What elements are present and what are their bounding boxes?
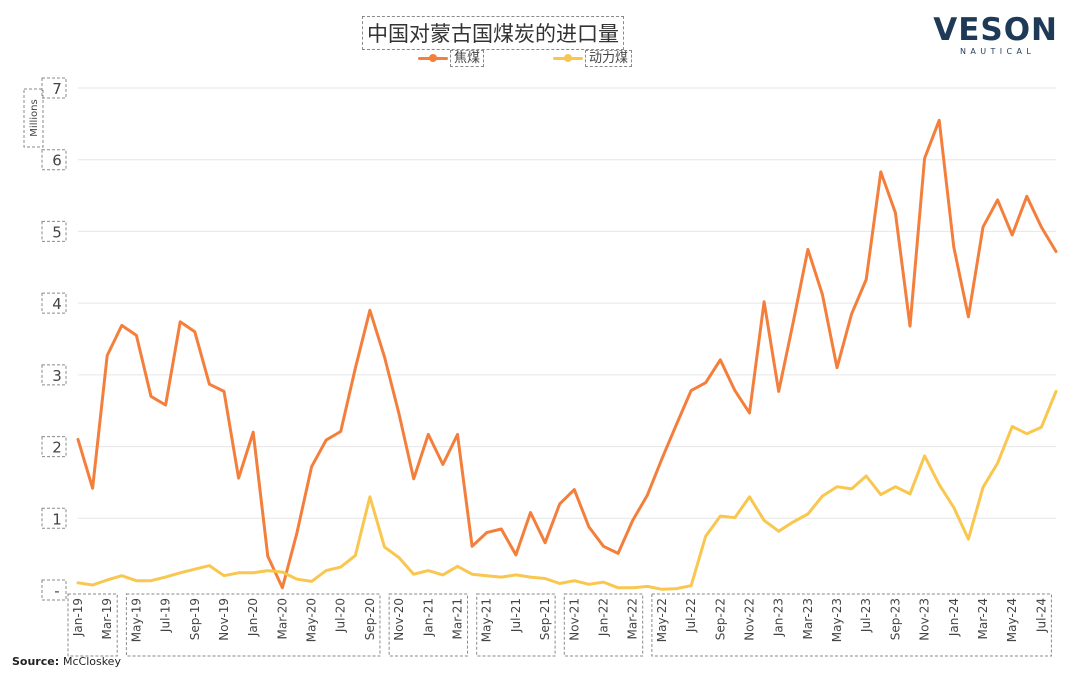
x-tick-label: Sep-19: [188, 598, 202, 640]
series-line-coking-coal: [76, 118, 1058, 590]
x-tick-label: Jan-21: [421, 598, 435, 637]
x-tick-label: May-21: [480, 598, 494, 642]
logo-wordmark: VESON: [933, 12, 1058, 48]
x-tick-label: Jul-19: [159, 598, 173, 633]
x-tick-label: Mar-19: [100, 598, 114, 639]
y-tick-box: [41, 436, 67, 458]
legend-label: 焦煤: [450, 50, 485, 67]
x-tick-label: Sep-21: [538, 598, 552, 640]
x-tick-label: Jul-24: [1034, 598, 1048, 633]
x-tick-label: Mar-21: [451, 598, 465, 639]
legend-swatch-thermal-coal: [553, 54, 583, 62]
x-tick-label: Nov-21: [567, 598, 581, 641]
x-tick-label: May-22: [655, 598, 669, 642]
veson-logo: VESON NAUTICAL: [933, 14, 1058, 56]
y-tick-label: 3: [52, 367, 62, 385]
x-tick-label: Sep-20: [363, 598, 377, 640]
legend-item-coking-coal[interactable]: 焦煤: [418, 50, 485, 67]
x-tick-label: Jan-24: [947, 598, 961, 637]
y-tick-label: 1: [52, 510, 62, 528]
x-tick-label: Jan-20: [246, 598, 260, 637]
x-tick-label: Jul-21: [509, 598, 523, 633]
source-value: McCloskey: [62, 655, 121, 668]
y-tick-label: 6: [52, 152, 62, 170]
x-tick-group-box: [67, 593, 118, 657]
y-tick-label: 7: [52, 80, 62, 98]
x-tick-label: Nov-23: [918, 598, 932, 641]
y-tick-label: 4: [52, 295, 62, 313]
y-tick-box: [41, 364, 67, 386]
x-tick-label: Jul-22: [684, 598, 698, 633]
y-tick-box: [41, 507, 67, 529]
legend-swatch-coking-coal: [418, 54, 448, 62]
x-tick-label: Sep-22: [713, 598, 727, 640]
x-tick-label: Mar-23: [801, 598, 815, 639]
x-tick-label: Jul-23: [859, 598, 873, 633]
x-tick-label: Mar-24: [976, 598, 990, 639]
y-axis-label: Millions: [29, 99, 40, 136]
x-tick-label: May-20: [305, 598, 319, 642]
series-line-thermal-coal: [76, 389, 1058, 591]
source-label: Source:: [12, 655, 60, 668]
x-tick-label: May-23: [830, 598, 844, 642]
y-tick-box: [41, 292, 67, 314]
x-tick-label: Jan-23: [772, 598, 786, 637]
x-tick-label: Jul-20: [334, 598, 348, 633]
x-tick-label: Nov-22: [742, 598, 756, 641]
source-note: Source: McCloskey: [12, 655, 121, 668]
y-tick-box: [41, 579, 67, 601]
x-tick-label: May-19: [129, 598, 143, 642]
legend-item-thermal-coal[interactable]: 动力煤: [553, 50, 633, 67]
x-tick-group-box: [125, 593, 381, 657]
x-tick-label: Sep-23: [888, 598, 902, 640]
y-axis-label-box: [23, 88, 44, 148]
y-tick-box: [41, 77, 67, 99]
x-tick-label: Nov-19: [217, 598, 231, 641]
legend-label: 动力煤: [585, 50, 633, 67]
logo-subtitle: NAUTICAL: [959, 47, 1036, 56]
y-tick-box: [41, 149, 67, 171]
y-tick-label: 2: [52, 439, 62, 457]
y-tick-box: [41, 220, 67, 242]
x-tick-label: Mar-20: [275, 598, 289, 639]
y-tick-label: -: [54, 582, 59, 600]
x-tick-label: May-24: [1005, 598, 1019, 642]
x-tick-group-box: [651, 593, 1052, 657]
x-tick-label: Mar-22: [626, 598, 640, 639]
y-tick-label: 5: [52, 223, 62, 241]
x-tick-label: Nov-20: [392, 598, 406, 641]
chart-title: 中国对蒙古国煤炭的进口量: [362, 16, 624, 50]
x-tick-label: Jan-19: [71, 598, 85, 637]
x-tick-label: Jan-22: [596, 598, 610, 637]
